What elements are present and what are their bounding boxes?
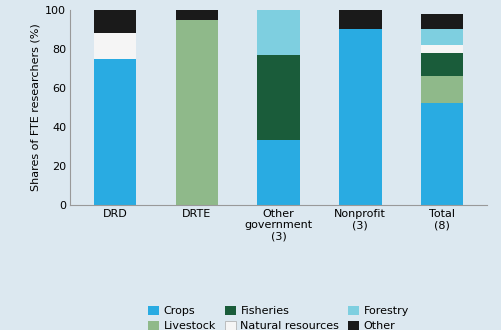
Bar: [175, 10, 218, 20]
Bar: [257, 55, 299, 140]
Bar: [420, 76, 462, 103]
Bar: [94, 10, 136, 33]
Bar: [420, 103, 462, 205]
Bar: [420, 14, 462, 29]
Bar: [420, 53, 462, 76]
Bar: [338, 10, 381, 29]
Bar: [420, 29, 462, 45]
Bar: [257, 140, 299, 205]
Bar: [338, 29, 381, 205]
Bar: [94, 59, 136, 205]
Bar: [257, 10, 299, 55]
Bar: [175, 20, 218, 205]
Bar: [94, 33, 136, 59]
Y-axis label: Shares of FTE researchers (%): Shares of FTE researchers (%): [31, 23, 41, 191]
Bar: [420, 45, 462, 53]
Legend: Crops, Livestock, Fisheries, Natural resources, Forestry, Other: Crops, Livestock, Fisheries, Natural res…: [146, 304, 410, 330]
